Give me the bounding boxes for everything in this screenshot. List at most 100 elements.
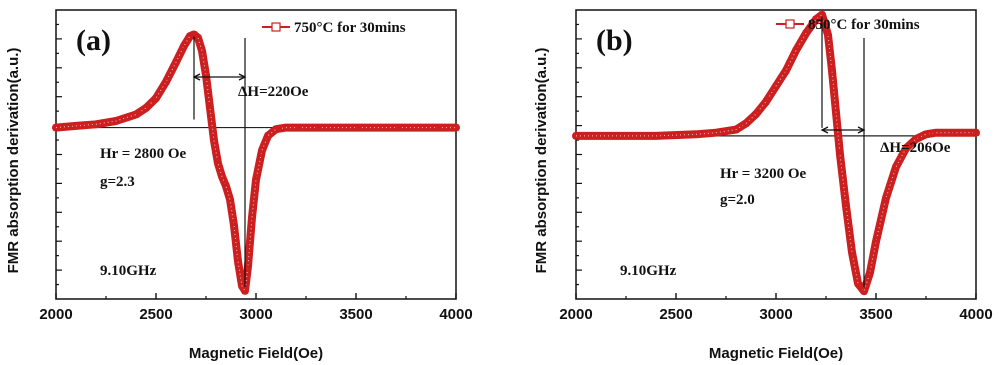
x-tick-label: 4000 <box>439 306 472 323</box>
data-point <box>292 124 300 131</box>
data-point <box>142 104 150 112</box>
data-point <box>152 95 160 102</box>
data-point <box>222 183 230 190</box>
data-point <box>866 269 874 276</box>
data-point <box>612 132 620 139</box>
data-point <box>752 111 760 118</box>
delta-h-arrow-left <box>192 73 201 81</box>
x-tick-label: 3000 <box>759 306 792 323</box>
chart-panel-b: 2000 2500 3000 3500 4000 Magnetic Field(Oe) FM… <box>533 9 993 362</box>
data-point <box>712 129 720 136</box>
data-point <box>214 160 222 167</box>
y-axis-label: FMR absorption derivation(a.u.) <box>5 48 22 274</box>
data-point <box>692 131 700 138</box>
data-point <box>272 126 280 133</box>
data-point <box>352 124 360 131</box>
x-tick-label: 2500 <box>659 306 692 323</box>
data-point <box>206 104 214 112</box>
data-point <box>742 120 750 127</box>
data-point <box>772 83 780 90</box>
x-tick-label: 2000 <box>39 306 72 323</box>
legend-label: 750°C for 30mins <box>294 20 406 36</box>
x-tick-label: 3500 <box>339 306 372 323</box>
legend-label: 850°C for 30mins <box>808 17 920 33</box>
g-factor-annotation: g=2.3 <box>100 174 135 190</box>
data-point <box>762 98 770 105</box>
data-point <box>832 109 840 116</box>
data-point <box>732 126 740 133</box>
data-point <box>922 131 930 138</box>
data-point <box>824 31 832 38</box>
data-point <box>210 137 218 144</box>
data-point <box>792 47 800 54</box>
data-point <box>892 163 900 171</box>
hr-annotation: Hr = 3200 Oe <box>720 166 807 182</box>
data-point <box>860 288 868 295</box>
data-point <box>572 132 580 139</box>
data-point <box>432 124 440 131</box>
y-axis-label: FMR absorption derivation(a.u.) <box>533 48 550 274</box>
data-point <box>452 124 460 131</box>
hr-annotation: Hr = 2800 Oe <box>100 146 187 162</box>
data-point <box>972 129 980 136</box>
data-point <box>252 176 260 183</box>
frequency-annotation: 9.10GHz <box>620 263 677 279</box>
data-point <box>226 196 234 203</box>
data-point <box>828 67 836 74</box>
data-point <box>836 151 844 158</box>
data-series-line <box>52 30 460 295</box>
delta-h-arrow-right <box>857 126 866 134</box>
x-tick-label: 4000 <box>959 306 992 323</box>
x-tick-label: 3500 <box>859 306 892 323</box>
data-point <box>52 124 60 131</box>
data-point <box>230 222 238 229</box>
data-point <box>202 72 210 79</box>
data-point <box>902 145 910 152</box>
data-point <box>132 111 140 118</box>
data-point <box>92 121 100 128</box>
data-point <box>186 33 194 40</box>
frequency-annotation: 9.10GHz <box>100 263 157 279</box>
legend-marker <box>785 19 795 29</box>
data-series-marker-texture <box>576 13 976 293</box>
data-point <box>258 147 266 154</box>
delta-h-annotation: ΔH=220Oe <box>238 84 309 100</box>
delta-h-annotation: ΔH=206Oe <box>880 140 951 156</box>
data-point <box>848 249 856 256</box>
data-point <box>241 287 249 294</box>
data-point <box>172 59 180 66</box>
data-point <box>162 78 170 85</box>
data-point <box>112 117 120 125</box>
data-point <box>180 42 188 50</box>
delta-h-arrow-left <box>820 126 829 134</box>
x-axis-label: Magnetic Field(Oe) <box>189 345 323 362</box>
g-factor-annotation: g=2.0 <box>720 192 755 208</box>
delta-h-arrow-right <box>238 73 247 81</box>
data-point <box>932 129 940 136</box>
data-point <box>218 173 226 180</box>
data-point <box>952 129 960 136</box>
data-point <box>72 122 80 130</box>
data-point <box>234 258 242 265</box>
data-point <box>282 124 290 131</box>
data-point <box>264 132 272 139</box>
x-tick-label: 2000 <box>559 306 592 323</box>
x-tick-label: 2500 <box>139 306 172 323</box>
panel-label: (a) <box>76 24 111 57</box>
data-point <box>882 194 890 202</box>
data-point <box>312 124 320 131</box>
data-point <box>802 30 810 37</box>
x-tick-label: 3000 <box>239 306 272 323</box>
chart-panel-a: 2000 2500 3000 3500 4000 Magnetic Field(Oe) FM… <box>5 9 473 362</box>
x-axis-label: Magnetic Field(Oe) <box>709 345 843 362</box>
panel-label: (b) <box>596 24 633 57</box>
data-point <box>854 280 862 287</box>
data-point <box>198 47 206 54</box>
data-point <box>842 202 850 209</box>
data-point <box>392 124 400 131</box>
data-point <box>194 34 202 41</box>
data-point <box>782 67 790 74</box>
data-point <box>912 135 920 143</box>
data-point <box>812 16 820 23</box>
